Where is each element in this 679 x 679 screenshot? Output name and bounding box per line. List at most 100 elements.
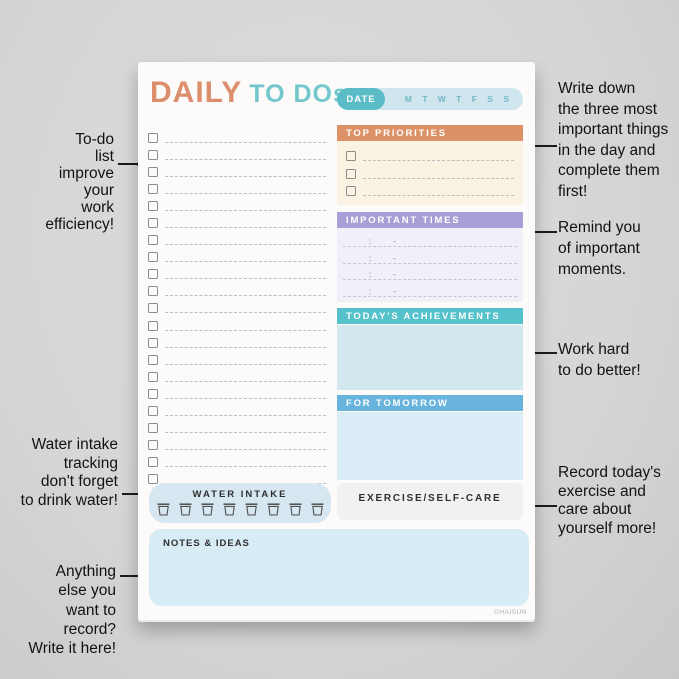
write-line (165, 339, 326, 348)
callout-todo-list: To-do list improve your work efficiency! (45, 131, 114, 233)
cup-icon (245, 503, 257, 516)
callout-anything: Anything else you want to record? Write … (28, 563, 116, 658)
time-row: : - (343, 233, 517, 248)
top-priorities-body (337, 141, 523, 205)
todo-row (148, 320, 326, 331)
write-line (165, 373, 326, 382)
tomorrow-body (337, 412, 523, 480)
callout-work-hard: Work hard to do better! (558, 341, 641, 379)
write-line (165, 390, 326, 399)
callout-write-down: Write down the three most important thin… (558, 80, 669, 200)
write-line (165, 168, 326, 178)
time-dash: - (393, 252, 396, 263)
checkbox-icon (148, 439, 158, 450)
todo-row (148, 354, 326, 365)
checkbox-icon (148, 150, 158, 161)
water-cups (149, 503, 331, 516)
arrow-to-todo-list (118, 161, 142, 167)
cup-icon (179, 503, 191, 516)
priority-row (346, 185, 514, 196)
water-intake-box: WATER INTAKE (149, 483, 331, 523)
checkbox-icon (148, 422, 158, 433)
todo-row (148, 200, 326, 212)
pad-title: DAILY TO DOs (150, 76, 348, 110)
todo-row (148, 405, 326, 416)
checkbox-icon (148, 269, 158, 280)
checkbox-icon (346, 151, 356, 162)
time-dash: - (393, 269, 396, 280)
date-label: DATE (337, 88, 385, 110)
checkbox-icon (346, 185, 356, 196)
checkbox-icon (148, 337, 158, 348)
write-line (165, 202, 326, 212)
write-line (165, 236, 326, 246)
write-line (165, 424, 326, 433)
checkbox-icon (148, 252, 158, 263)
time-dash: - (393, 285, 396, 296)
pad-title-todos: TO DOs (249, 80, 348, 108)
checkbox-icon (148, 456, 158, 467)
checkbox-icon (148, 167, 158, 178)
checkbox-icon (148, 473, 158, 484)
write-line (165, 356, 326, 365)
write-line (165, 253, 326, 263)
exercise-box: EXERCISE/SELF-CARE (337, 483, 523, 520)
achievements-header: TODAY'S ACHIEVEMENTS (337, 308, 523, 324)
cup-icon (223, 503, 235, 516)
priority-row (346, 168, 514, 179)
write-line (165, 270, 326, 280)
achievements-body (337, 325, 523, 390)
write-line (165, 322, 326, 331)
todo-checklist (148, 132, 326, 484)
time-dash: - (393, 236, 396, 247)
time-row: : - (343, 266, 517, 281)
checkbox-icon (148, 184, 158, 195)
callout-remind: Remind you of important moments. (558, 219, 641, 278)
time-row: : - (343, 250, 517, 264)
time-colon: : (369, 285, 372, 296)
todo-row (148, 439, 326, 450)
checkbox-icon (148, 201, 158, 212)
important-times-header: IMPORTANT TIMES (337, 212, 523, 228)
todo-row (148, 183, 326, 195)
todo-row (148, 166, 326, 178)
brand-mark: ©HAISUN (494, 609, 527, 616)
todo-row (148, 132, 326, 143)
write-line (165, 287, 326, 297)
time-colon: : (369, 252, 372, 263)
write-line (165, 219, 326, 229)
write-line (363, 170, 514, 179)
cup-icon (289, 503, 301, 516)
cup-icon (311, 503, 323, 516)
notepad: DAILY TO DOs DATE M T W T F S S (138, 62, 535, 620)
todo-row (148, 234, 326, 246)
checkbox-icon (148, 218, 158, 229)
callout-record: Record today's exercise and care about y… (558, 464, 661, 537)
cup-icon (201, 503, 213, 516)
write-line (165, 441, 326, 450)
exercise-title: EXERCISE/SELF-CARE (358, 493, 502, 504)
write-line (165, 458, 326, 467)
todo-row (148, 456, 326, 467)
todo-row (148, 251, 326, 263)
time-row: : - (343, 283, 517, 297)
important-times-body: : - : - : - : - (337, 228, 523, 302)
checkbox-icon (148, 405, 158, 416)
write-line (165, 151, 326, 161)
notes-box: NOTES & IDEAS (149, 529, 529, 606)
cup-icon (157, 503, 169, 516)
checkbox-icon (148, 388, 158, 399)
todo-row (148, 285, 326, 297)
todo-row (148, 268, 326, 280)
time-colon: : (369, 269, 372, 280)
write-line (363, 152, 514, 162)
top-priorities-header: TOP PRIORITIES (337, 125, 523, 141)
todo-row (148, 217, 326, 229)
priority-row (346, 150, 514, 162)
time-colon: : (369, 236, 372, 247)
tomorrow-header: FOR TOMORROW (337, 395, 523, 411)
todo-row (148, 337, 326, 348)
checkbox-icon (148, 286, 158, 297)
todo-row (148, 302, 326, 314)
